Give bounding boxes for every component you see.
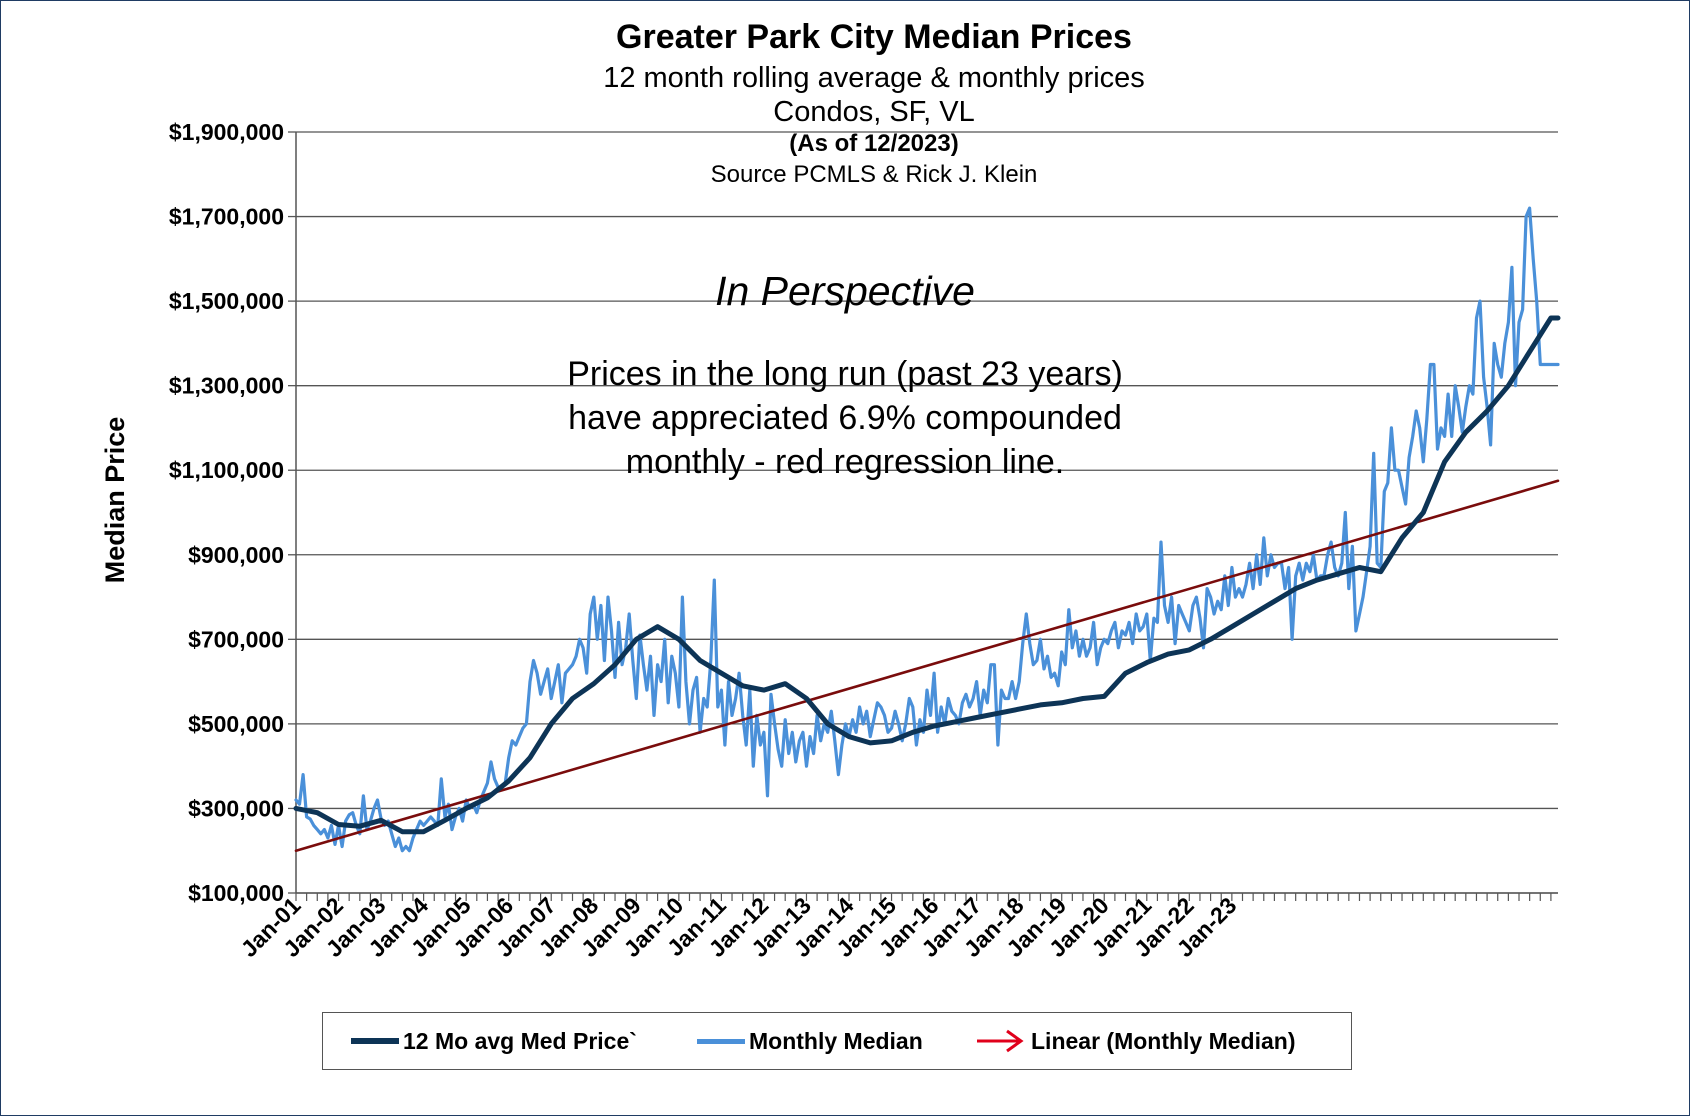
legend-item-monthly: Monthly Median <box>697 1013 923 1069</box>
legend-label: Linear (Monthly Median) <box>1031 1027 1296 1054</box>
y-tick-label: $1,300,000 <box>169 373 284 399</box>
legend-item-linear: Linear (Monthly Median) <box>975 1013 1296 1069</box>
legend-item-12mo-avg: 12 Mo avg Med Price` <box>351 1013 637 1069</box>
annotation-line-1: Prices in the long run (past 23 years) <box>567 355 1123 393</box>
legend-label: 12 Mo avg Med Price` <box>403 1027 637 1054</box>
chart-subtitle-2: Condos, SF, VL <box>773 96 975 128</box>
y-axis-title: Median Price <box>100 417 130 584</box>
annotation-title: In Perspective <box>715 268 975 314</box>
chart-source: Source PCMLS & Rick J. Klein <box>710 161 1038 188</box>
y-tick-label: $1,500,000 <box>169 288 284 314</box>
legend-arrow-icon <box>977 1029 1024 1053</box>
y-tick-label: $1,900,000 <box>169 119 284 145</box>
series-12mo-avg-line <box>293 315 1561 835</box>
y-tick-label: $1,100,000 <box>169 457 284 483</box>
chart-title: Greater Park City Median Prices <box>616 18 1132 56</box>
series-layer <box>293 206 1561 853</box>
annotation-line-3: monthly - red regression line. <box>625 443 1065 481</box>
gridlines <box>296 131 1558 894</box>
chart-subtitle-3: (As of 12/2023) <box>789 130 959 157</box>
axes <box>288 131 1558 901</box>
legend: 12 Mo avg Med Price` Monthly Median Line… <box>322 1012 1352 1070</box>
legend-label: Monthly Median <box>749 1027 923 1054</box>
chart-subtitle-1: 12 month rolling average & monthly price… <box>603 62 1145 94</box>
annotation-text: Prices in the long run (past 23 years) h… <box>520 352 1170 484</box>
y-tick-label: $300,000 <box>188 795 284 821</box>
series-linear-trendline <box>294 479 1560 852</box>
y-tick-label: $900,000 <box>188 542 284 568</box>
y-tick-label: $1,700,000 <box>169 204 284 230</box>
annotation-line-2: have appreciated 6.9% compounded <box>568 399 1122 437</box>
y-tick-label: $500,000 <box>188 711 284 737</box>
legend-swatch-dark-line <box>351 1038 399 1044</box>
legend-swatch-light-line <box>697 1038 745 1044</box>
y-tick-label: $700,000 <box>188 626 284 652</box>
y-tick-label: $100,000 <box>188 880 284 906</box>
